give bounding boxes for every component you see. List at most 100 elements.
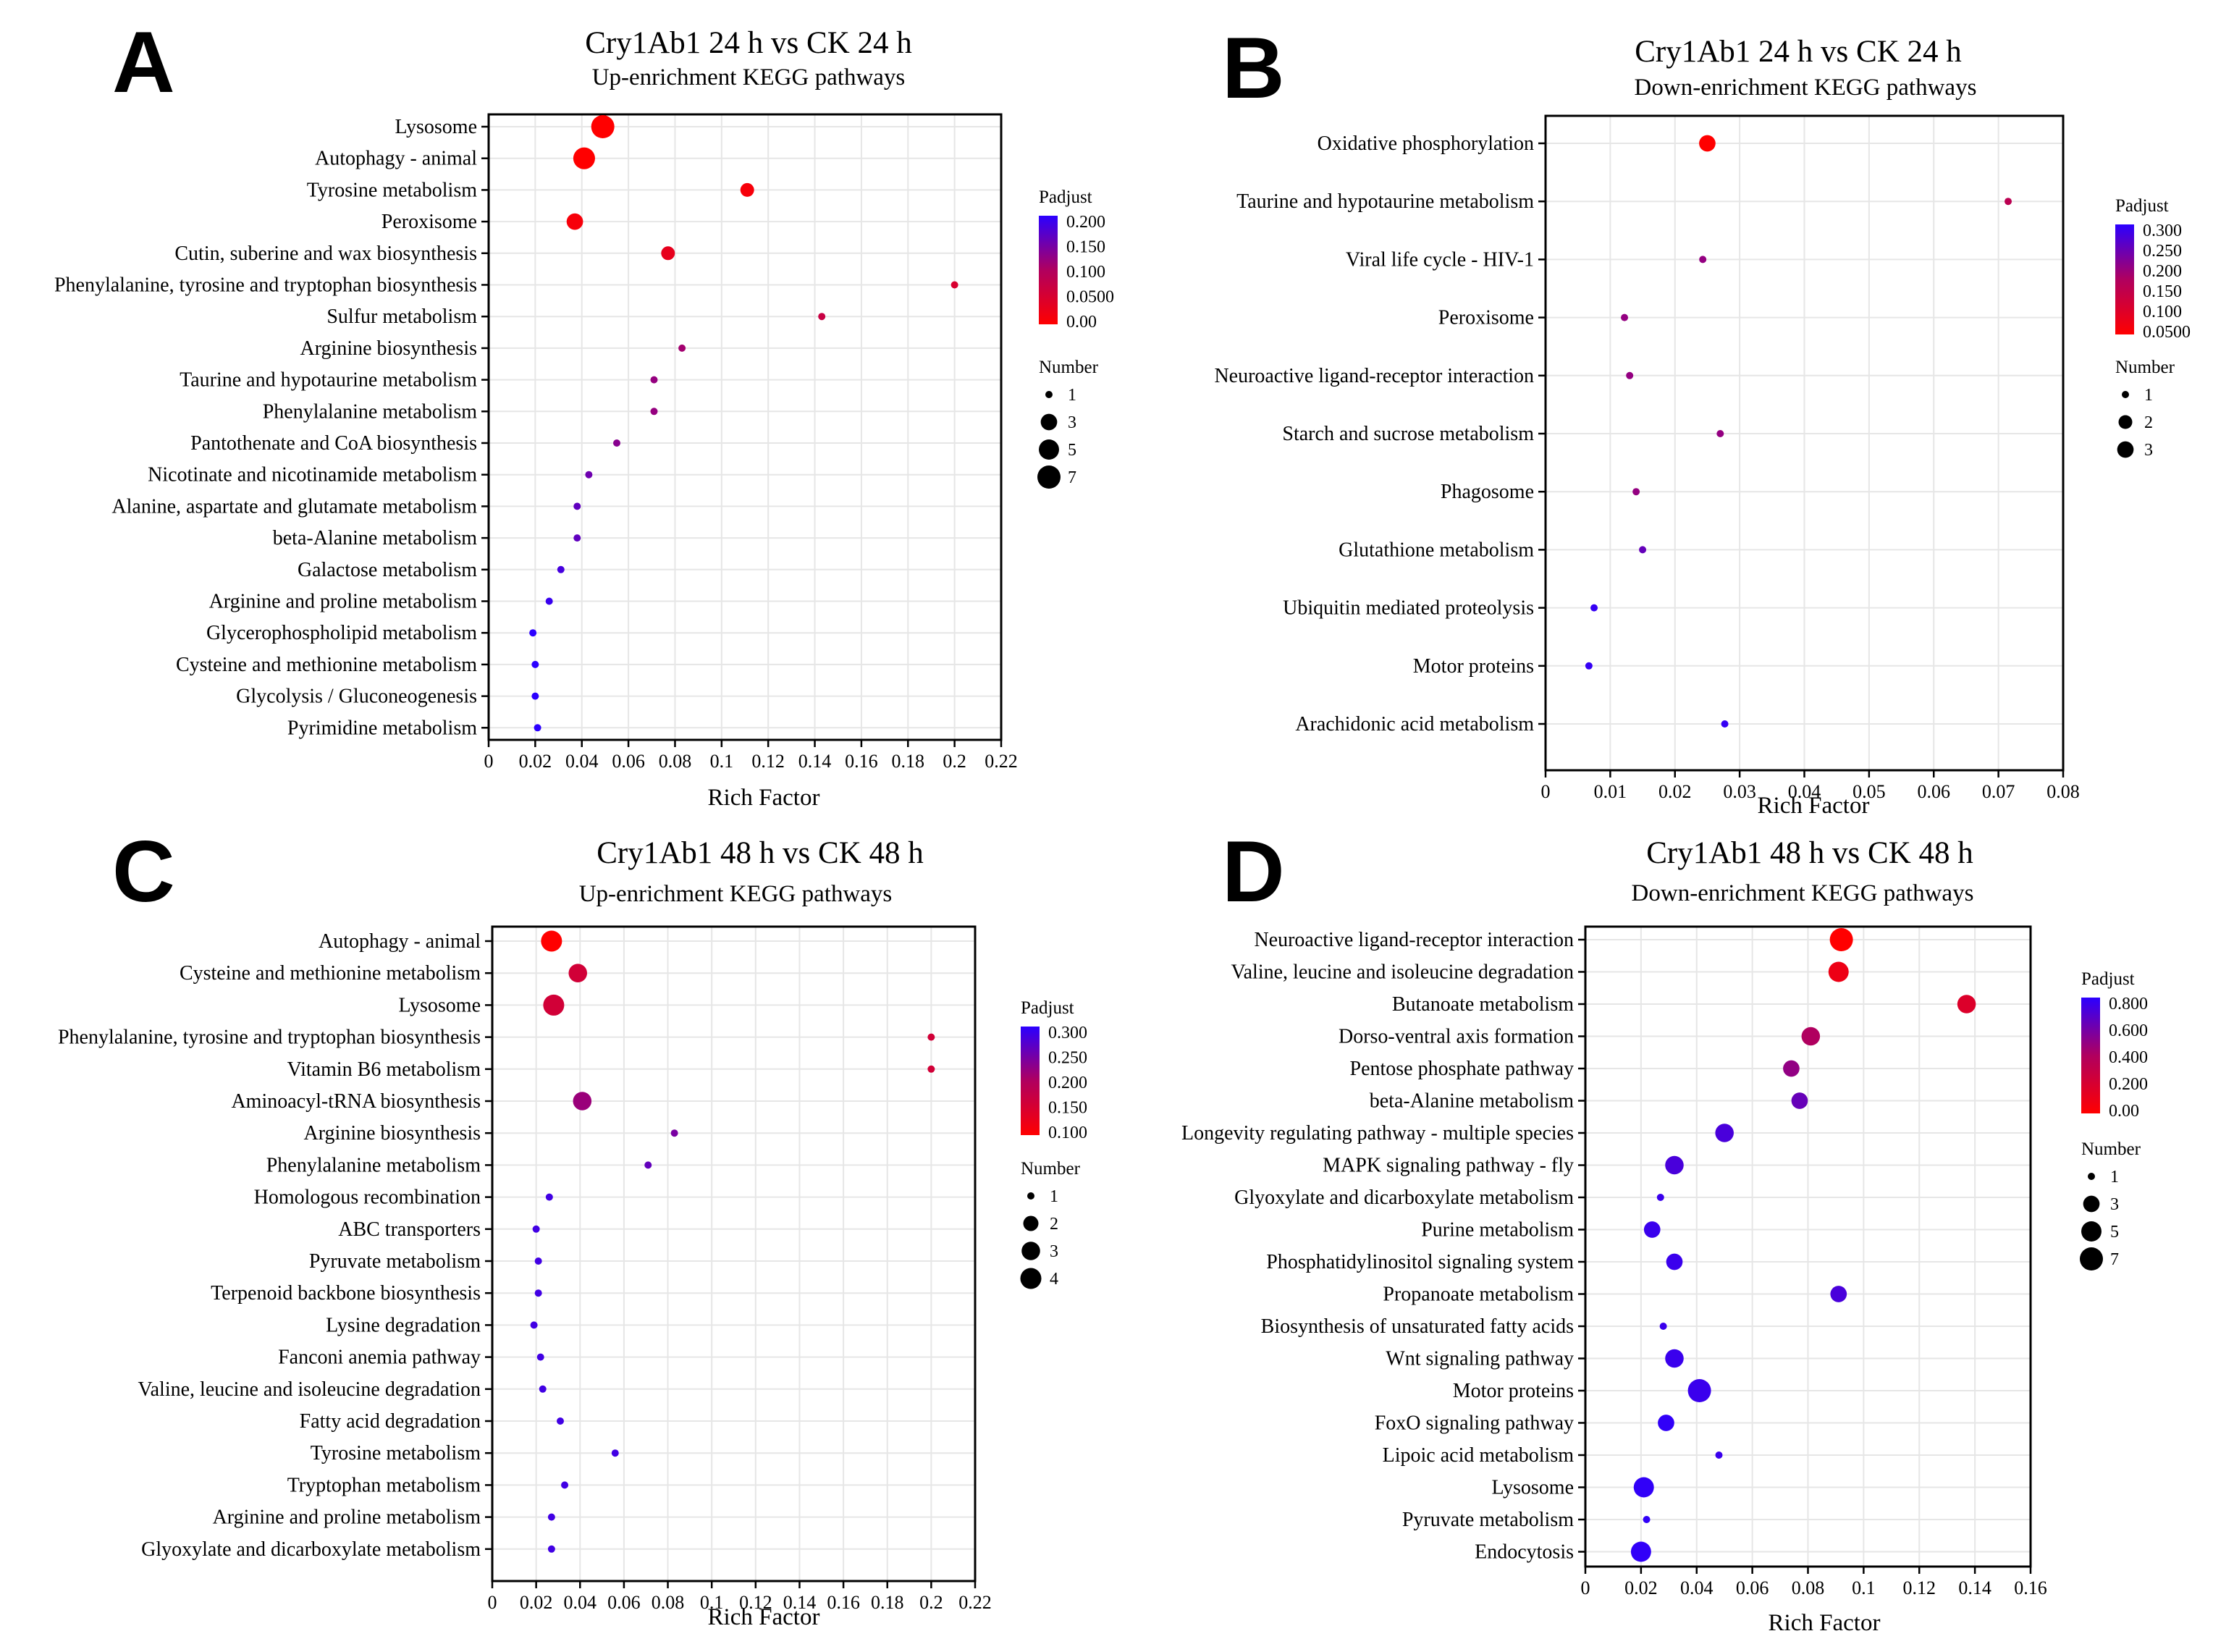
data-point: [1699, 256, 1707, 264]
data-point: [534, 1289, 542, 1297]
data-point: [661, 246, 675, 261]
color-legend-tick: 0.100: [1048, 1124, 1087, 1142]
x-tick-label: 0.05: [1852, 781, 1886, 802]
data-point: [1590, 604, 1598, 612]
size-legend-dot: [2080, 1247, 2103, 1270]
color-legend-title: Padjust: [1021, 998, 1074, 1018]
x-tick-label: 0.12: [739, 1592, 772, 1613]
data-point: [556, 1417, 564, 1425]
y-tick-label: Autophagy - animal: [319, 930, 481, 953]
data-point: [950, 281, 958, 289]
data-point: [547, 1545, 555, 1553]
y-tick-label: Aminoacyl-tRNA biosynthesis: [231, 1090, 481, 1113]
data-point: [585, 471, 593, 479]
data-point: [557, 565, 565, 573]
panel-letter-a: A: [112, 14, 175, 111]
size-legend-title: Number: [1021, 1159, 1081, 1179]
y-tick-label: Phagosome: [1441, 481, 1534, 503]
x-tick-label: 0.04: [564, 1592, 597, 1613]
y-tick-label: Butanoate metabolism: [1392, 993, 1574, 1016]
data-point: [568, 964, 588, 982]
data-point: [530, 1321, 538, 1329]
data-point: [1829, 928, 1853, 951]
color-legend-tick: 0.150: [1048, 1099, 1087, 1118]
data-point: [1633, 1477, 1654, 1498]
x-tick-label: 0.12: [751, 751, 785, 772]
y-tick-label: Taurine and hypotaurine metabolism: [1236, 190, 1534, 213]
chart-subtitle: Up-enrichment KEGG pathways: [592, 64, 906, 90]
y-tick-label: Wnt signaling pathway: [1386, 1348, 1574, 1370]
data-point: [650, 376, 658, 384]
size-legend-title: Number: [1039, 358, 1099, 377]
x-tick-label: 0.18: [892, 751, 925, 772]
size-legend-label: 3: [2110, 1195, 2119, 1214]
y-tick-label: Galactose metabolism: [298, 559, 477, 581]
x-tick-label: 0.1: [700, 1592, 724, 1613]
plot-area: 0 0.02 0.04 0.06 0.08 0.1 0.12 0.14 0.16 0.18 0.2 0…: [54, 113, 1018, 772]
color-legend-bar: [2115, 224, 2134, 334]
y-tick-label: Lysosome: [398, 994, 481, 1016]
color-legend-tick: 0.800: [2109, 995, 2148, 1013]
data-point: [1630, 1541, 1651, 1562]
size-legend-label: 5: [2110, 1223, 2119, 1242]
y-tick-label: Motor proteins: [1413, 655, 1534, 678]
color-legend-bar: [1021, 1027, 1040, 1135]
size-legend-dot: [2081, 1221, 2102, 1242]
data-point: [573, 534, 581, 542]
x-tick-label: 0.16: [827, 1592, 860, 1613]
y-tick-label: Phenylalanine metabolism: [266, 1154, 481, 1176]
data-point: [611, 1449, 619, 1457]
data-point: [1699, 135, 1716, 152]
color-legend-tick: 0.150: [1066, 238, 1105, 257]
panel-a: A Cry1Ab1 24 h vs CK 24 h Up-enrichment …: [54, 14, 1114, 811]
x-tick-label: 0.08: [652, 1592, 685, 1613]
y-tick-label: Nicotinate and nicotinamide metabolism: [148, 464, 477, 486]
plot-area: 0 0.02 0.04 0.06 0.08 0.1 0.12 0.14 0.16 Neuroact…: [1181, 925, 2047, 1598]
legend: Padjust 0.200 0.150 0.100 0.0500 0.00 Number 1 3…: [1037, 187, 1114, 489]
color-legend-tick: 0.100: [2143, 303, 2182, 321]
x-tick-label: 0.02: [1658, 781, 1692, 802]
size-legend-label: 3: [2144, 441, 2153, 460]
x-tick-label: 0.2: [919, 1592, 943, 1613]
y-tick-label: Pantothenate and CoA biosynthesis: [190, 432, 477, 455]
x-tick-label: 0.06: [1736, 1577, 1769, 1598]
y-tick-label: Lipoic acid metabolism: [1383, 1444, 1575, 1467]
x-tick-label: 0: [1581, 1577, 1590, 1598]
color-legend-title: Padjust: [2081, 969, 2135, 989]
data-point: [573, 147, 595, 169]
y-tick-label: Cysteine and methionine metabolism: [180, 962, 481, 985]
data-point: [650, 408, 658, 416]
data-point: [1791, 1092, 1808, 1109]
x-tick-label: 0.07: [1982, 781, 2015, 802]
plot-area: 0 0.01 0.02 0.03 0.04 0.05 0.06 0.07 0.08 Oxidati…: [1214, 114, 2080, 802]
y-tick-label: Glycolysis / Gluconeogenesis: [236, 686, 477, 708]
size-legend-label: 1: [2110, 1168, 2119, 1187]
y-tick-label: beta-Alanine metabolism: [273, 527, 477, 549]
size-legend-dot: [1021, 1242, 1040, 1260]
y-tick-label: Arginine and proline metabolism: [209, 591, 478, 613]
x-tick-label: 0.08: [2047, 781, 2080, 802]
data-point: [532, 1225, 540, 1233]
y-tick-label: Sulfur metabolism: [326, 305, 477, 328]
x-tick-label: 0.02: [1624, 1577, 1658, 1598]
x-tick-label: 0.22: [958, 1592, 992, 1613]
color-legend-tick: 0.300: [1048, 1024, 1087, 1042]
x-tick-label: 0.02: [519, 751, 552, 772]
color-legend-tick: 0.200: [1066, 213, 1105, 232]
color-legend-tick: 0.200: [2109, 1075, 2148, 1094]
data-point: [1585, 662, 1593, 670]
x-tick-label: 0.2: [943, 751, 966, 772]
chart-title: Cry1Ab1 48 h vs CK 48 h: [1646, 836, 1973, 870]
y-tick-label: Pentose phosphate pathway: [1350, 1058, 1575, 1080]
x-tick-label: 0.03: [1723, 781, 1756, 802]
size-legend-title: Number: [2115, 358, 2175, 377]
data-point: [740, 182, 754, 197]
x-tick-label: 0.14: [798, 751, 832, 772]
y-tick-label: Autophagy - animal: [315, 148, 477, 170]
color-legend-tick: 0.150: [2143, 282, 2182, 301]
x-tick-label: 0.01: [1594, 781, 1627, 802]
x-tick-label: 0.04: [1680, 1577, 1714, 1598]
data-point: [1632, 488, 1640, 496]
plot-frame: [491, 925, 977, 1583]
